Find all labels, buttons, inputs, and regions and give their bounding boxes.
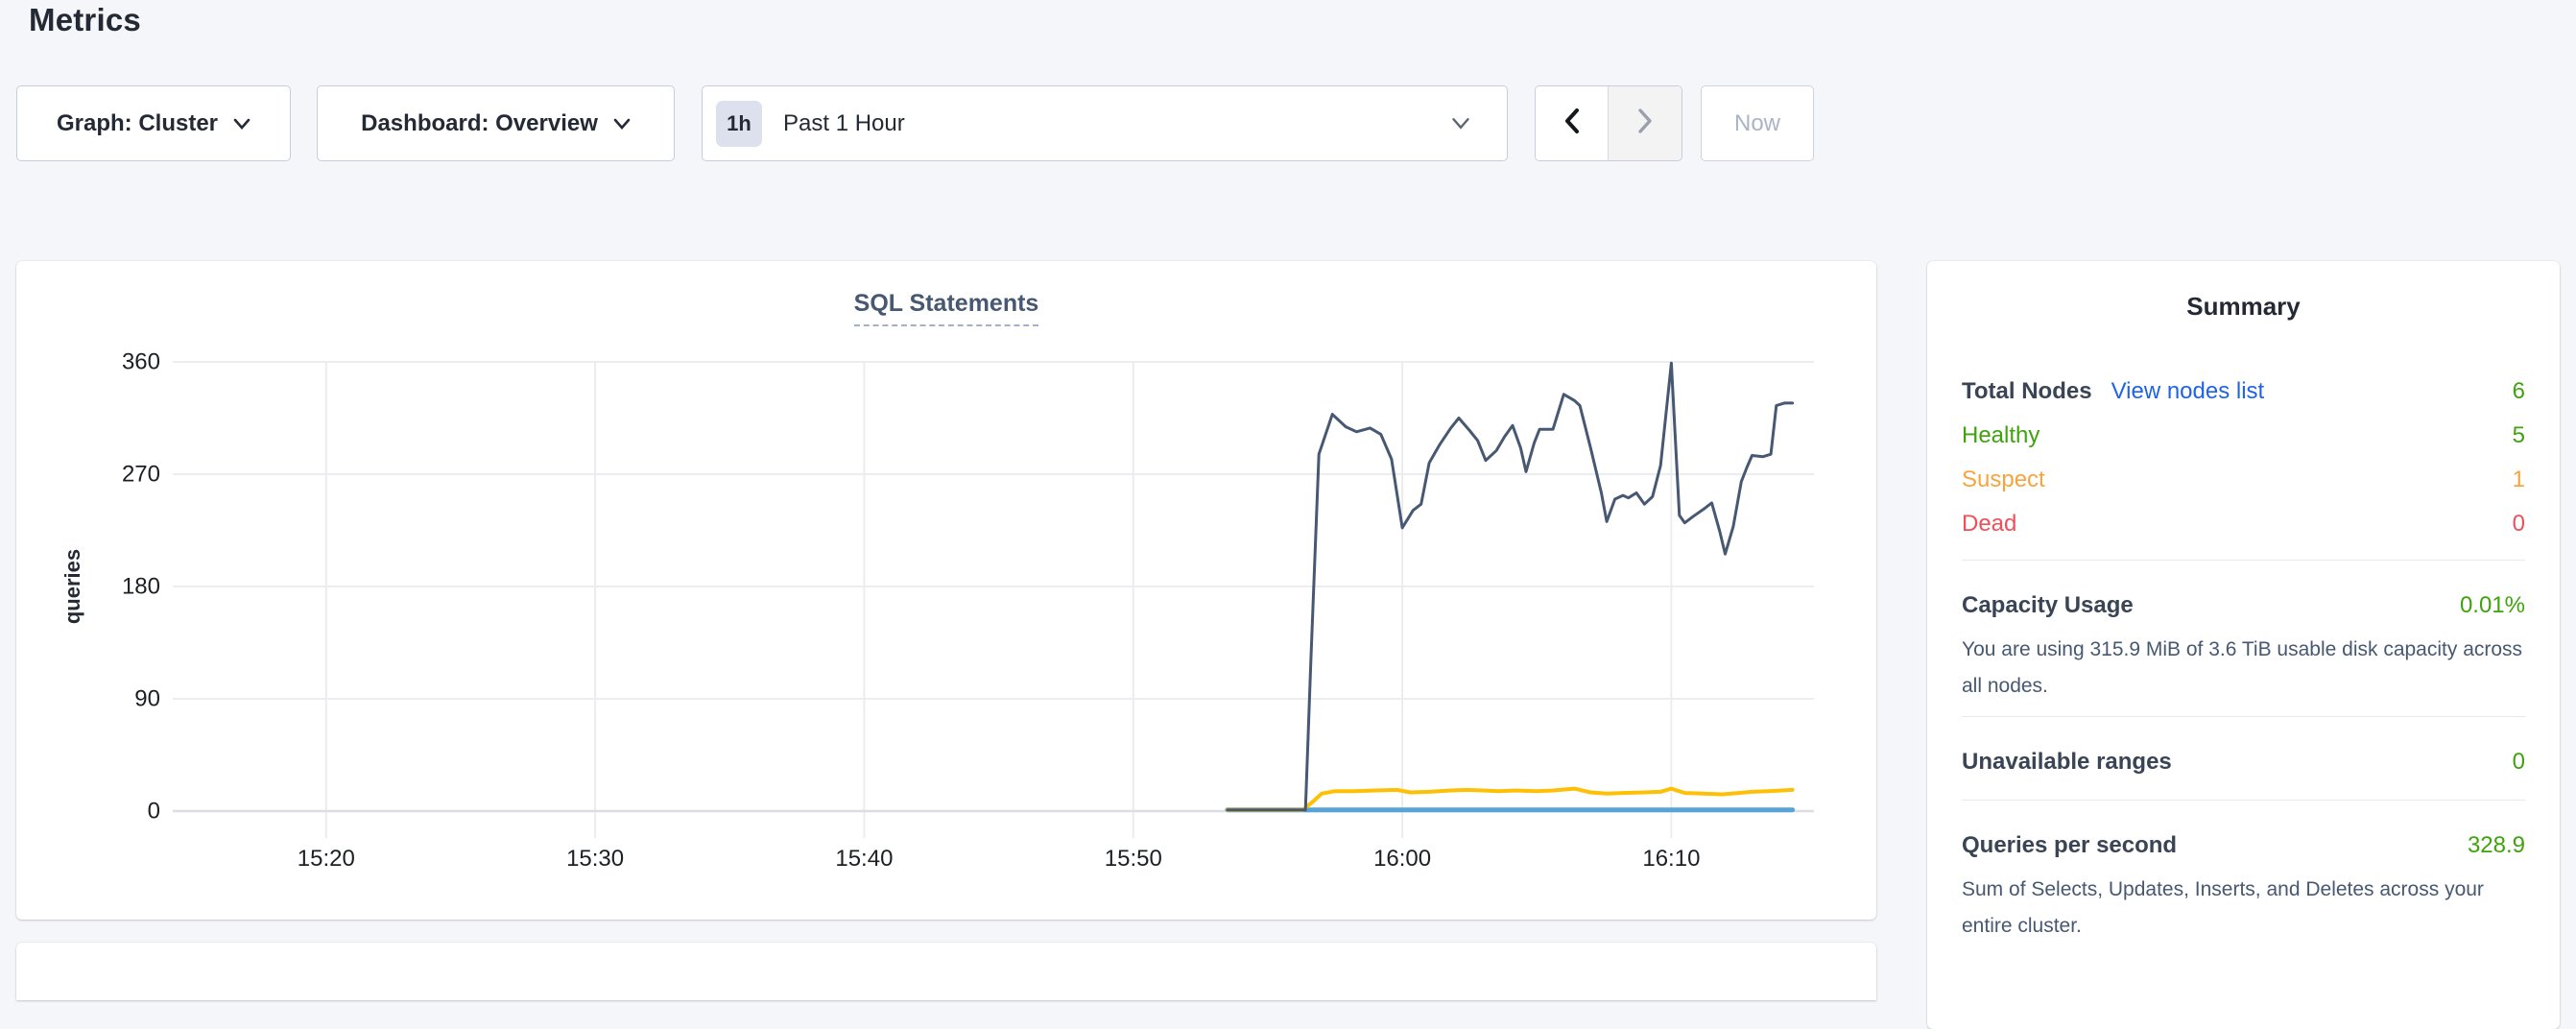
- unavailable-ranges-section: Unavailable ranges 0: [1962, 740, 2525, 784]
- svg-text:180: 180: [122, 574, 160, 600]
- nodes-summary-section: Total Nodes View nodes list 6 Healthy 5 …: [1962, 370, 2525, 546]
- chart-title-text[interactable]: SQL Statements: [853, 290, 1039, 326]
- page-title: Metrics: [29, 2, 141, 37]
- metrics-page: { "page": { "title": "Metrics" }, "toolb…: [16, 2, 2525, 937]
- healthy-nodes-row: Healthy 5: [1962, 414, 2525, 458]
- dead-label: Dead: [1962, 511, 2017, 537]
- qps-description: Sum of Selects, Updates, Inserts, and De…: [1962, 878, 2484, 937]
- sql-statements-chart-card: SQL Statements 0 90 180 270 360 15:20 15:30 15:…: [16, 261, 1876, 920]
- next-time-button-disabled[interactable]: [1609, 86, 1682, 160]
- chevron-right-icon: [1634, 107, 1656, 140]
- graph-dropdown-label: Graph: Cluster: [56, 109, 219, 136]
- divider: [1962, 560, 2525, 561]
- time-range-label: Past 1 Hour: [783, 109, 905, 136]
- capacity-section: Capacity Usage 0.01% You are using 315.9…: [1962, 584, 2525, 705]
- healthy-value: 5: [2512, 422, 2525, 448]
- qps-label: Queries per second: [1962, 832, 2178, 858]
- now-button[interactable]: Now: [1701, 85, 1814, 161]
- svg-text:16:10: 16:10: [1642, 846, 1700, 872]
- qps-value: 328.9: [2467, 832, 2525, 858]
- svg-text:16:00: 16:00: [1373, 846, 1431, 872]
- svg-text:90: 90: [134, 686, 160, 712]
- sql-statements-chart[interactable]: 0 90 180 270 360 15:20 15:30 15:40 15:50 16:00 16:…: [16, 261, 1876, 920]
- now-button-label: Now: [1733, 109, 1780, 136]
- qps-row: Queries per second 328.9: [1962, 824, 2525, 868]
- chevron-left-icon: [1562, 107, 1583, 140]
- summary-title: Summary: [2186, 292, 2301, 321]
- total-nodes-label: Total Nodes: [1962, 378, 2092, 404]
- graph-dropdown[interactable]: Graph: Cluster: [16, 85, 291, 161]
- total-nodes-row: Total Nodes View nodes list 6: [1962, 370, 2525, 414]
- chart-title: SQL Statements: [16, 290, 1876, 326]
- svg-text:0: 0: [148, 799, 160, 825]
- suspect-value: 1: [2512, 467, 2525, 492]
- chevron-down-icon: [613, 117, 631, 131]
- divider: [1962, 800, 2525, 801]
- view-nodes-list-link[interactable]: View nodes list: [2111, 378, 2265, 404]
- time-range-selector[interactable]: 1h Past 1 Hour: [702, 85, 1508, 161]
- qps-section: Queries per second 328.9 Sum of Selects,…: [1962, 824, 2525, 945]
- unavailable-ranges-row: Unavailable ranges 0: [1962, 740, 2525, 784]
- svg-text:queries: queries: [60, 549, 84, 624]
- next-chart-card: [16, 943, 1876, 1000]
- time-range-badge: 1h: [716, 100, 762, 147]
- svg-text:15:30: 15:30: [566, 846, 624, 872]
- summary-panel: Summary Total Nodes View nodes list 6 He…: [1927, 261, 2560, 1029]
- svg-text:270: 270: [122, 462, 160, 488]
- svg-text:360: 360: [122, 349, 160, 375]
- dashboard-dropdown-label: Dashboard: Overview: [361, 109, 598, 136]
- divider: [1962, 716, 2525, 717]
- chevron-down-icon: [233, 117, 250, 131]
- previous-time-button[interactable]: [1536, 86, 1609, 160]
- unavailable-ranges-label: Unavailable ranges: [1962, 749, 2172, 775]
- capacity-value: 0.01%: [2459, 592, 2525, 618]
- time-step-buttons: [1535, 85, 1682, 161]
- dead-value: 0: [2512, 511, 2525, 537]
- svg-text:15:50: 15:50: [1105, 846, 1162, 872]
- dashboard-dropdown[interactable]: Dashboard: Overview: [317, 85, 675, 161]
- svg-text:15:20: 15:20: [298, 846, 355, 872]
- suspect-label: Suspect: [1962, 467, 2045, 492]
- chevron-down-icon: [1451, 116, 1470, 131]
- total-nodes-value: 6: [2512, 378, 2525, 404]
- capacity-label: Capacity Usage: [1962, 592, 2134, 618]
- capacity-row: Capacity Usage 0.01%: [1962, 584, 2525, 628]
- svg-text:15:40: 15:40: [835, 846, 893, 872]
- dead-nodes-row: Dead 0: [1962, 502, 2525, 546]
- healthy-label: Healthy: [1962, 422, 2040, 448]
- unavailable-ranges-value: 0: [2512, 749, 2525, 775]
- capacity-description: You are using 315.9 MiB of 3.6 TiB usabl…: [1962, 638, 2523, 697]
- suspect-nodes-row: Suspect 1: [1962, 458, 2525, 502]
